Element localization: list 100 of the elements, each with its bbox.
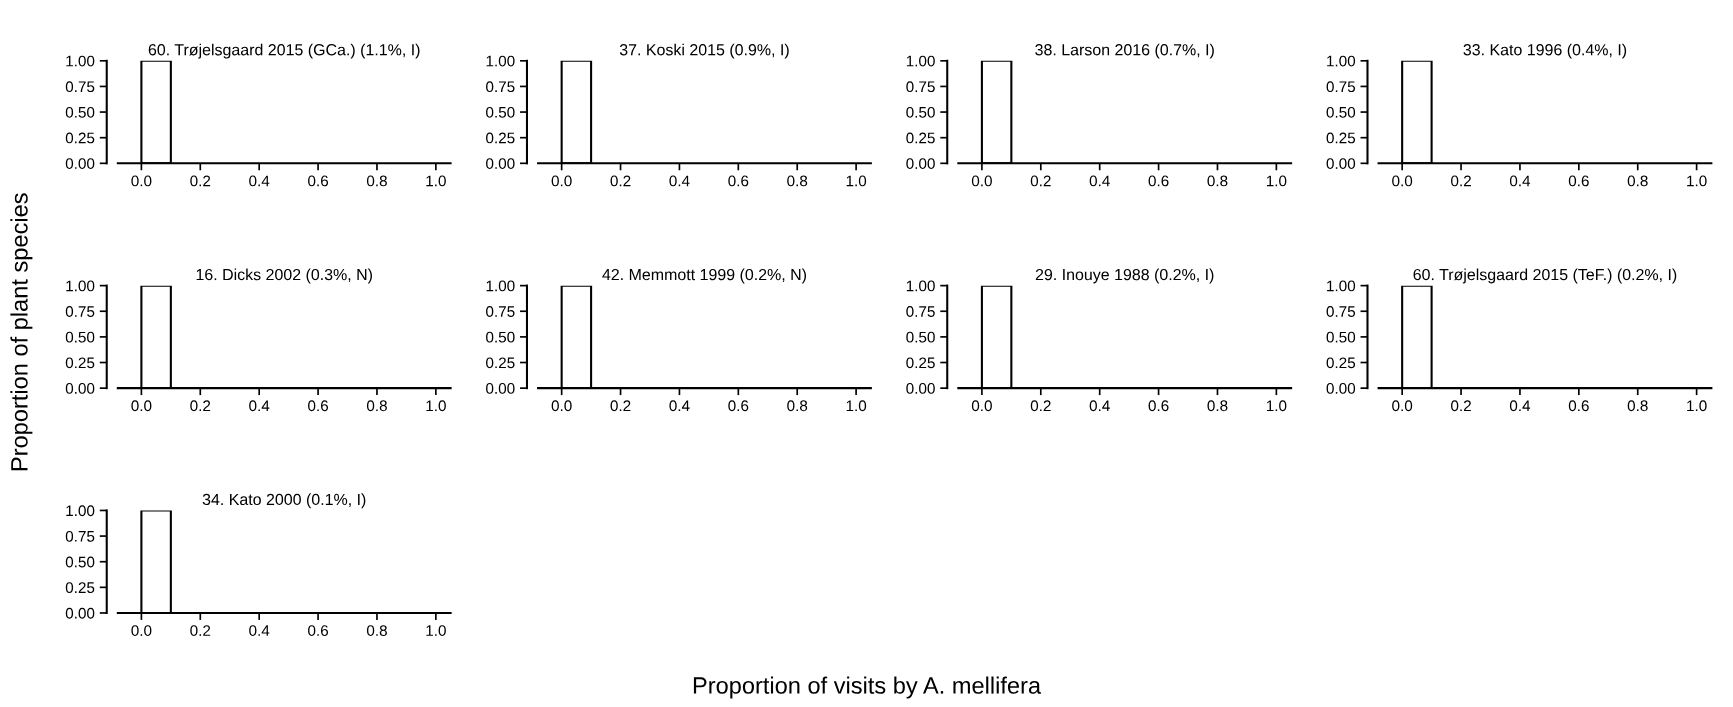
y-tick-label: 0.00 (65, 383, 95, 394)
x-tick-label: 0.0 (1392, 400, 1413, 412)
chart-title: 60. Trøjelsgaard 2015 (TeF.) (0.2%, I) (1413, 268, 1677, 284)
x-tick-label: 0.8 (1207, 175, 1228, 187)
x-tick-label: 0.2 (1030, 400, 1051, 412)
x-axis-title: Proportion of visits by A. mellifera (693, 676, 1042, 699)
x-tick-label: 0.4 (249, 625, 270, 636)
y-tick-label: 0.25 (1326, 357, 1356, 369)
x-tick-label: 0.6 (1568, 400, 1589, 412)
x-tick-label: 0.6 (728, 175, 749, 187)
y-tick-label: 0.75 (486, 81, 515, 93)
y-tick-label: 0.75 (65, 81, 95, 93)
x-tick-label: 0.0 (971, 400, 992, 412)
x-tick-label: 0.2 (610, 400, 631, 412)
y-tick-label: 0.25 (65, 582, 95, 594)
x-tick-label: 0.8 (366, 400, 387, 412)
x-tick-label: 0.4 (669, 175, 690, 187)
y-tick-label: 1.00 (1327, 55, 1356, 67)
y-tick-label: 0.00 (906, 158, 935, 169)
y-tick-label: 1.00 (486, 280, 515, 292)
x-tick-label: 0.2 (190, 175, 211, 187)
y-tick-label: 1.00 (66, 505, 95, 517)
chart-title: 60. Trøjelsgaard 2015 (GCa.) (1.1%, I) (148, 43, 420, 59)
y-tick-label: 0.50 (65, 106, 95, 118)
y-tick-label: 0.50 (1326, 331, 1356, 343)
x-tick-label: 1.0 (1687, 400, 1707, 412)
chart-title: 42. Memmott 1999 (0.2%, N) (602, 268, 807, 284)
y-tick-label: 1.00 (66, 280, 95, 292)
y-tick-label: 0.75 (906, 306, 935, 317)
y-tick-label: 1.00 (906, 55, 935, 67)
x-tick-label: 0.0 (131, 400, 152, 412)
y-tick-label: 0.25 (486, 132, 515, 144)
chart-title: 37. Koski 2015 (0.9%, I) (619, 43, 789, 59)
y-tick-label: 0.50 (65, 331, 95, 343)
x-tick-label: 1.0 (1687, 175, 1707, 187)
x-tick-label: 0.8 (1627, 400, 1648, 412)
x-tick-label: 0.6 (1148, 400, 1169, 412)
y-tick-label: 0.75 (906, 81, 935, 93)
y-tick-label: 1.00 (1327, 280, 1356, 292)
x-tick-label: 0.0 (551, 400, 572, 412)
x-tick-label: 0.8 (366, 625, 387, 636)
y-tick-label: 0.00 (1326, 158, 1356, 169)
y-tick-label: 0.25 (65, 132, 95, 144)
x-tick-label: 0.4 (1089, 400, 1110, 412)
x-tick-label: 1.0 (1266, 400, 1287, 412)
x-tick-label: 0.8 (1627, 175, 1648, 187)
y-tick-label: 0.00 (65, 607, 95, 619)
y-tick-label: 1.00 (906, 280, 935, 292)
y-tick-label: 0.75 (1326, 81, 1356, 93)
chart-title: 29. Inouye 1988 (0.2%, I) (1035, 268, 1214, 284)
x-tick-label: 0.6 (308, 400, 329, 412)
x-tick-label: 0.4 (1509, 400, 1531, 412)
y-tick-label: 0.50 (486, 331, 515, 343)
x-tick-label: 0.2 (1451, 175, 1471, 187)
chart-title: 34. Kato 2000 (0.1%, I) (202, 493, 366, 509)
y-tick-label: 0.75 (486, 306, 515, 317)
x-tick-label: 0.8 (1207, 400, 1228, 412)
chart-title: 16. Dicks 2002 (0.3%, N) (196, 268, 372, 284)
x-tick-label: 0.2 (610, 175, 631, 187)
x-tick-label: 0.6 (1568, 175, 1589, 187)
x-tick-label: 0.4 (669, 400, 690, 412)
x-tick-label: 0.4 (1509, 175, 1531, 187)
y-tick-label: 0.50 (65, 556, 95, 568)
x-tick-label: 1.0 (846, 400, 867, 412)
y-tick-label: 0.75 (65, 530, 95, 542)
y-tick-label: 0.25 (65, 357, 95, 369)
x-tick-label: 1.0 (426, 175, 446, 187)
x-tick-label: 1.0 (426, 400, 446, 412)
y-tick-label: 0.25 (1326, 132, 1356, 144)
x-tick-label: 0.0 (131, 625, 152, 636)
y-tick-label: 0.75 (1326, 306, 1356, 317)
x-tick-label: 1.0 (846, 175, 867, 187)
y-tick-label: 0.00 (486, 383, 515, 394)
x-tick-label: 0.2 (190, 625, 211, 636)
y-tick-label: 0.00 (486, 158, 515, 169)
x-tick-label: 0.6 (308, 625, 329, 636)
x-tick-label: 0.2 (1030, 175, 1051, 187)
x-tick-label: 0.8 (787, 175, 808, 187)
y-tick-label: 0.00 (906, 383, 935, 394)
x-tick-label: 0.4 (249, 175, 270, 187)
x-tick-label: 0.0 (971, 175, 992, 187)
x-tick-label: 0.2 (1451, 400, 1471, 412)
x-tick-label: 0.0 (1392, 175, 1413, 187)
y-tick-label: 0.50 (486, 106, 515, 118)
x-tick-label: 0.6 (308, 175, 329, 187)
y-tick-label: 0.00 (65, 158, 95, 169)
x-tick-label: 0.8 (366, 175, 387, 187)
y-tick-label: 0.50 (906, 331, 935, 343)
x-tick-label: 0.6 (728, 400, 749, 412)
x-tick-label: 0.6 (1148, 175, 1169, 187)
y-tick-label: 0.25 (906, 132, 935, 144)
chart-title: 33. Kato 1996 (0.4%, I) (1463, 43, 1627, 59)
y-tick-label: 0.50 (1326, 106, 1356, 118)
y-tick-label: 0.25 (906, 357, 935, 369)
y-tick-label: 0.25 (486, 357, 515, 369)
y-axis-title: Proportion of plant species (10, 193, 33, 471)
y-tick-label: 1.00 (66, 55, 95, 67)
y-tick-label: 1.00 (486, 55, 515, 67)
x-tick-label: 0.0 (551, 175, 572, 187)
y-tick-label: 0.75 (65, 306, 95, 317)
